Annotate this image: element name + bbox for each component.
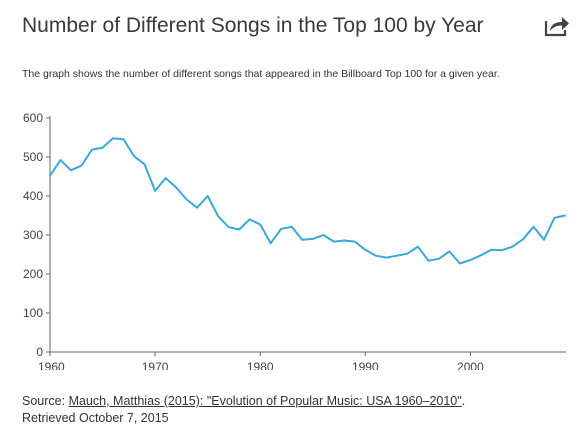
data-point[interactable] <box>235 226 243 234</box>
y-tick-label: 100 <box>23 306 43 320</box>
data-point[interactable] <box>162 174 170 182</box>
data-point[interactable] <box>403 250 411 258</box>
y-tick-label: 500 <box>23 150 43 164</box>
data-point[interactable] <box>298 236 306 244</box>
x-tick-label: 1980 <box>247 360 274 370</box>
data-point[interactable] <box>225 223 233 231</box>
y-tick-label: 200 <box>23 267 43 281</box>
data-point[interactable] <box>456 259 464 267</box>
data-point[interactable] <box>372 252 380 260</box>
data-point[interactable] <box>88 146 96 154</box>
data-point[interactable] <box>330 238 338 246</box>
data-point[interactable] <box>277 225 285 233</box>
x-tick-label: 1960 <box>38 360 65 370</box>
data-point[interactable] <box>393 252 401 260</box>
data-point[interactable] <box>498 246 506 254</box>
data-point[interactable] <box>445 247 453 255</box>
source-note: Source: Mauch, Matthias (2015): "Evoluti… <box>22 393 465 427</box>
data-point[interactable] <box>309 235 317 243</box>
data-point[interactable] <box>550 214 558 222</box>
chart-description: The graph shows the number of different … <box>22 68 500 80</box>
source-link[interactable]: Mauch, Matthias (2015): "Evolution of Po… <box>68 394 462 408</box>
data-point[interactable] <box>130 152 138 160</box>
data-point[interactable] <box>46 172 54 180</box>
line-chart: 0 100 200 300 400 500 600 1960 1970 1980 1990 2000 <box>23 111 569 370</box>
data-point[interactable] <box>78 162 86 170</box>
source-suffix: . <box>461 394 466 408</box>
y-tick-label: 300 <box>23 228 43 242</box>
data-point[interactable] <box>435 255 443 263</box>
data-point[interactable] <box>214 212 222 220</box>
data-point[interactable] <box>109 134 117 142</box>
x-tick-label: 1970 <box>142 360 169 370</box>
data-point[interactable] <box>351 238 359 246</box>
source-prefix: Source: <box>22 394 69 408</box>
share-icon[interactable] <box>543 14 571 38</box>
data-point[interactable] <box>267 239 275 247</box>
data-point[interactable] <box>487 246 495 254</box>
data-point[interactable] <box>99 144 107 152</box>
data-point[interactable] <box>508 243 516 251</box>
data-point[interactable] <box>340 236 348 244</box>
data-point[interactable] <box>256 220 264 228</box>
data-point[interactable] <box>561 212 569 220</box>
data-point[interactable] <box>477 251 485 259</box>
data-point[interactable] <box>519 235 527 243</box>
data-point[interactable] <box>246 215 254 223</box>
data-point[interactable] <box>288 223 296 231</box>
data-point[interactable] <box>151 187 159 195</box>
series-line <box>49 137 566 265</box>
x-tick-label: 2000 <box>457 360 484 370</box>
data-point[interactable] <box>183 196 191 204</box>
data-point[interactable] <box>414 243 422 251</box>
data-point[interactable] <box>319 231 327 239</box>
data-point[interactable] <box>540 236 548 244</box>
data-point[interactable] <box>57 156 65 164</box>
y-tick-label: 400 <box>23 189 43 203</box>
data-point[interactable] <box>466 256 474 264</box>
data-point[interactable] <box>424 257 432 265</box>
data-point[interactable] <box>67 166 75 174</box>
source-retrieved: Retrieved October 7, 2015 <box>22 411 169 425</box>
data-point[interactable] <box>172 183 180 191</box>
data-point[interactable] <box>204 192 212 200</box>
data-point[interactable] <box>382 254 390 262</box>
y-tick-label: 600 <box>23 111 43 125</box>
data-point[interactable] <box>361 246 369 254</box>
data-point[interactable] <box>193 204 201 212</box>
y-tick-label: 0 <box>36 345 43 359</box>
page-title: Number of Different Songs in the Top 100… <box>22 14 484 37</box>
x-tick-label: 1990 <box>352 360 379 370</box>
data-point[interactable] <box>529 223 537 231</box>
data-point[interactable] <box>141 160 149 168</box>
data-point[interactable] <box>120 135 128 143</box>
